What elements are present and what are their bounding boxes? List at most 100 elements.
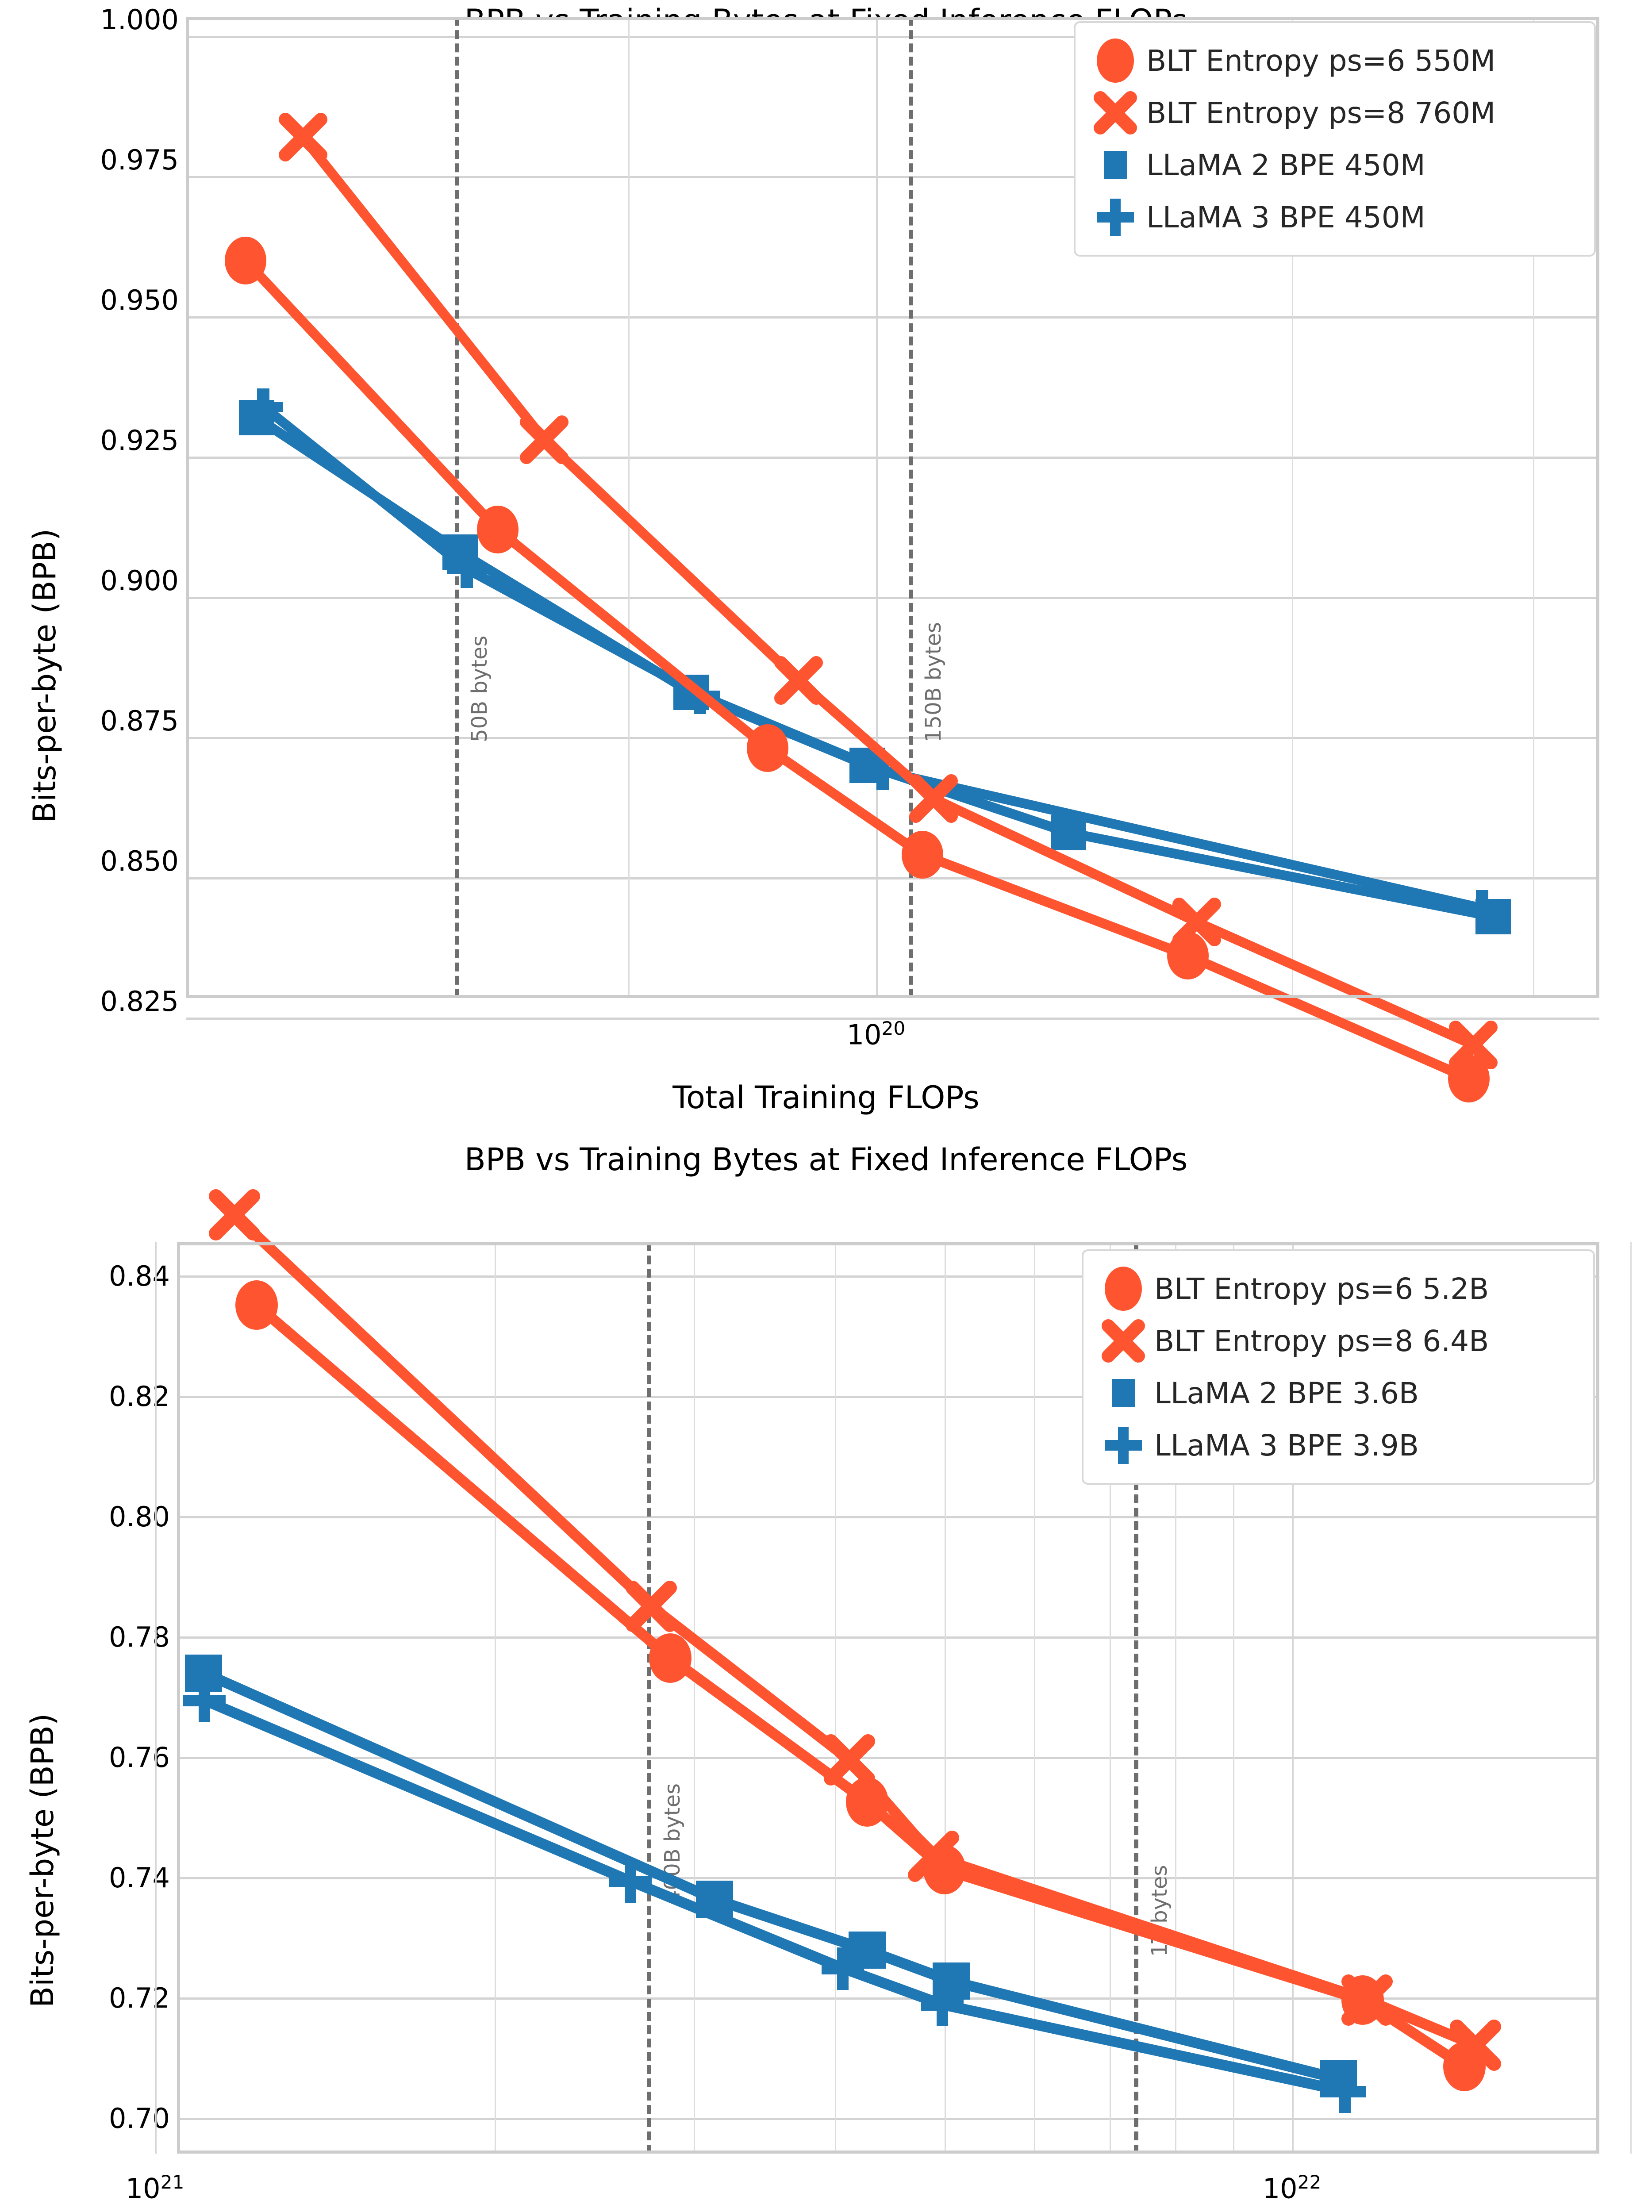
y-tick-label: 0.76 bbox=[108, 1741, 170, 1774]
legend-top: BLT Entropy ps=6 550M BLT Entropy ps=8 7… bbox=[1074, 21, 1596, 257]
circle-marker-icon bbox=[1097, 1267, 1150, 1311]
axis-spine-right bbox=[1596, 17, 1599, 998]
series-layer-top bbox=[225, 113, 1511, 1102]
x-axis-label-top: Total Training FLOPs bbox=[672, 1079, 980, 1116]
gridline-v-minor bbox=[628, 17, 630, 998]
gridline-h bbox=[186, 597, 1599, 599]
series-llama3-top bbox=[243, 388, 1502, 927]
annotation-vline-1t bbox=[1134, 1242, 1138, 2154]
gridline-h bbox=[186, 36, 1599, 38]
legend-item[interactable]: LLaMA 2 BPE 3.6B bbox=[1097, 1367, 1575, 1419]
axis-spine-right bbox=[1596, 1242, 1599, 2154]
gridline-v-minor bbox=[1292, 17, 1293, 998]
y-axis-label-top: Bits-per-byte (BPB) bbox=[27, 528, 63, 823]
plus-marker-icon bbox=[1097, 1423, 1150, 1467]
axis-spine-top bbox=[177, 1242, 1599, 1245]
axis-spine-bottom bbox=[177, 2151, 1599, 2154]
gridline-v-minor bbox=[1110, 1242, 1111, 2154]
gridline-h bbox=[186, 316, 1599, 319]
chart-panel-top: BPB vs Training Bytes at Fixed Inference… bbox=[27, 3, 1599, 1116]
series-llama2-top bbox=[239, 400, 1511, 934]
x-tick-label-bottom: 1021 bbox=[71, 2171, 239, 2205]
legend-item[interactable]: LLaMA 3 BPE 3.9B bbox=[1097, 1419, 1575, 1471]
gridline-v-major bbox=[876, 17, 878, 998]
plot-area-top: 50B bytes 150B bytes bbox=[186, 17, 1599, 1102]
chart-title-bottom: BPB vs Training Bytes at Fixed Inference… bbox=[464, 1141, 1188, 1178]
gridline-h bbox=[186, 877, 1599, 879]
gridline-v-minor bbox=[1175, 1242, 1176, 2154]
legend-label: BLT Entropy ps=6 5.2B bbox=[1154, 1271, 1489, 1306]
gridline-v-minor bbox=[945, 1242, 946, 2154]
gridline-v-minor bbox=[1630, 1242, 1632, 2154]
square-marker-icon bbox=[1097, 1371, 1150, 1415]
gridline-v-minor bbox=[1533, 17, 1534, 998]
x-tick-mantissa: 10 bbox=[1262, 2172, 1298, 2205]
gridline-v-minor bbox=[495, 1242, 496, 2154]
y-tick-label: 0.82 bbox=[108, 1380, 170, 1413]
annotation-vline-50b bbox=[455, 17, 459, 998]
y-tick-label: 0.950 bbox=[100, 284, 179, 316]
y-tick-label: 0.875 bbox=[100, 705, 179, 737]
gridline-h bbox=[177, 1757, 1599, 1759]
legend-item[interactable]: LLaMA 3 BPE 450M bbox=[1089, 191, 1576, 243]
y-tick-label: 0.84 bbox=[108, 1260, 170, 1292]
x-tick-mantissa: 10 bbox=[125, 2172, 161, 2205]
legend-label: LLaMA 2 BPE 450M bbox=[1146, 148, 1425, 182]
gridline-h bbox=[177, 1516, 1599, 1518]
axis-spine-bottom bbox=[186, 995, 1599, 998]
annotation-vline-400b bbox=[647, 1242, 651, 2154]
gridline-h bbox=[186, 737, 1599, 739]
axis-spine-left bbox=[186, 17, 189, 998]
legend-label: LLaMA 3 BPE 3.9B bbox=[1154, 1428, 1419, 1463]
legend-item[interactable]: BLT Entropy ps=6 550M bbox=[1089, 35, 1576, 87]
y-tick-label: 0.900 bbox=[100, 565, 179, 597]
gridline-v-major bbox=[155, 1242, 157, 2154]
circle-marker-icon bbox=[1089, 38, 1142, 83]
x-tick-mantissa: 10 bbox=[846, 1018, 882, 1051]
plus-marker-icon bbox=[1089, 195, 1142, 239]
legend-item[interactable]: BLT Entropy ps=8 760M bbox=[1089, 87, 1576, 139]
gridline-h bbox=[177, 1396, 1599, 1398]
y-tick-label: 0.925 bbox=[100, 424, 179, 457]
series-llama2-bottom bbox=[185, 1655, 1357, 2097]
legend-label: BLT Entropy ps=8 6.4B bbox=[1154, 1324, 1489, 1358]
gridline-v-minor bbox=[835, 1242, 836, 2154]
y-tick-label: 0.850 bbox=[100, 845, 179, 877]
gridline-v-minor bbox=[1233, 1242, 1234, 2154]
y-tick-label: 0.78 bbox=[108, 1621, 170, 1653]
chart-panel-bottom: BPB vs Training Bytes at Fixed Inference… bbox=[0, 1141, 1652, 2212]
y-tick-label: 0.975 bbox=[100, 144, 179, 176]
gridline-v-minor bbox=[1034, 1242, 1035, 2154]
gridline-h bbox=[177, 1877, 1599, 1879]
y-tick-label: 0.825 bbox=[100, 985, 179, 1018]
x-tick-exponent: 20 bbox=[881, 1018, 906, 1039]
y-tick-label: 0.72 bbox=[108, 1982, 170, 2014]
gridline-v-major bbox=[1292, 1242, 1294, 2154]
series-llama3-bottom bbox=[183, 1679, 1366, 2113]
y-tick-label: 0.74 bbox=[108, 1862, 170, 1894]
y-tick-label: 0.70 bbox=[108, 2102, 170, 2135]
gridline-h bbox=[186, 176, 1599, 178]
legend-label: LLaMA 3 BPE 450M bbox=[1146, 200, 1425, 234]
square-marker-icon bbox=[1089, 143, 1142, 187]
series-layer-bottom bbox=[183, 1189, 1501, 2113]
x-tick-exponent: 22 bbox=[1297, 2171, 1322, 2193]
x-marker-icon bbox=[1089, 91, 1142, 135]
legend-label: BLT Entropy ps=6 550M bbox=[1146, 43, 1496, 78]
x-tick-label-bottom: 1022 bbox=[1208, 2171, 1376, 2205]
x-tick-exponent: 21 bbox=[160, 2171, 184, 2193]
series-blt-ps8-bottom bbox=[209, 1189, 1501, 2071]
axis-spine-top bbox=[186, 17, 1599, 20]
legend-item[interactable]: BLT Entropy ps=6 5.2B bbox=[1097, 1263, 1575, 1315]
x-tick-label-top: 1020 bbox=[792, 1018, 960, 1051]
gridline-v-minor bbox=[694, 1242, 695, 2154]
gridline-h bbox=[177, 1636, 1599, 1639]
x-marker-icon bbox=[1097, 1319, 1150, 1363]
plot-area-bottom: 400B bytes 1T bytes bbox=[155, 1189, 1632, 2154]
legend-label: LLaMA 2 BPE 3.6B bbox=[1154, 1376, 1419, 1410]
legend-item[interactable]: BLT Entropy ps=8 6.4B bbox=[1097, 1315, 1575, 1367]
series-blt-ps8-top bbox=[279, 113, 1498, 1069]
legend-item[interactable]: LLaMA 2 BPE 450M bbox=[1089, 139, 1576, 191]
y-tick-label: 1.000 bbox=[100, 4, 179, 36]
